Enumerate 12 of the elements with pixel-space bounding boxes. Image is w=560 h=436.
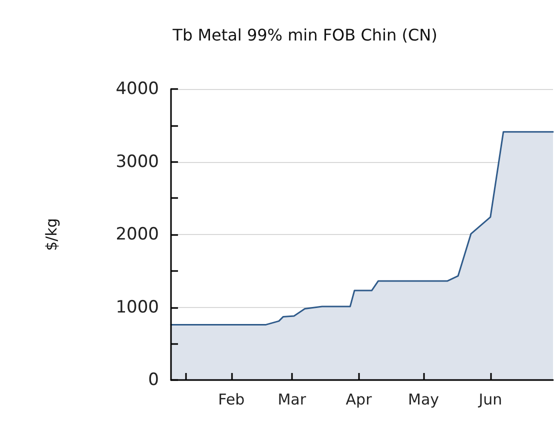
x-tick-label: Jun [478,390,502,408]
y-tick-label: 2000 [116,224,159,244]
x-tick-label: Apr [346,390,373,408]
y-tick-label: 3000 [116,152,159,172]
chart-title: Tb Metal 99% min FOB Chin (CN) [172,26,438,44]
x-tick-label: Feb [218,390,245,408]
x-tick-label: May [408,390,440,408]
y-tick-label: 1000 [116,297,159,318]
y-axis-title: $/kg [42,218,60,251]
y-tick-label: 4000 [116,79,159,99]
x-tick-label: Mar [278,390,307,408]
y-tick-label: 0 [148,370,159,390]
